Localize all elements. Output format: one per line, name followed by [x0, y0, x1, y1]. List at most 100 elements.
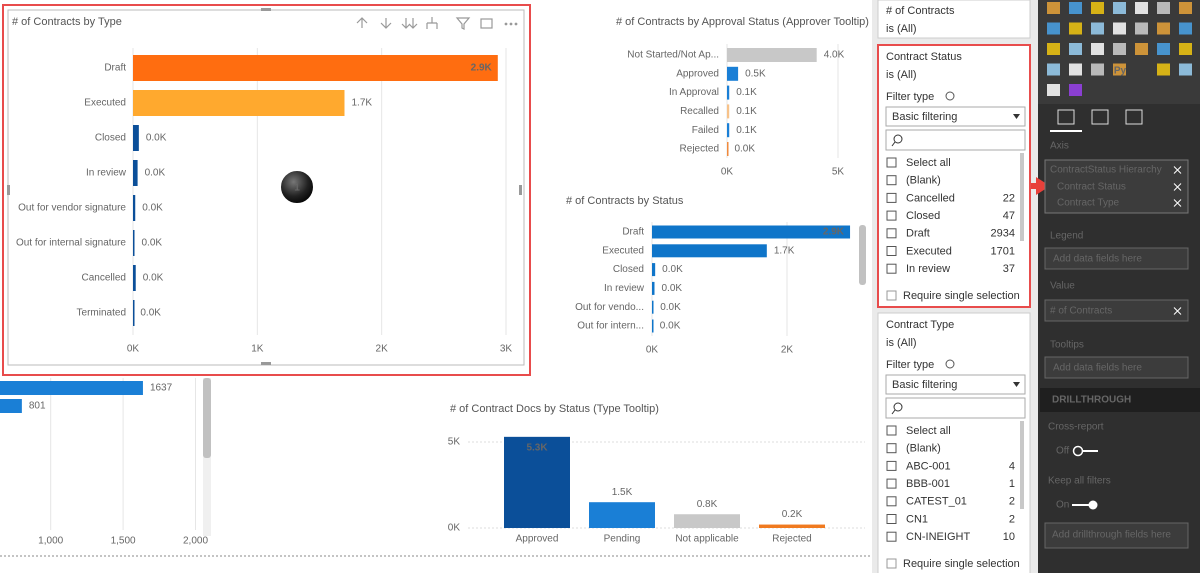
visual-icon[interactable] — [1113, 63, 1126, 76]
filter-card[interactable] — [877, 0, 1031, 39]
pane-tab[interactable] — [1125, 109, 1143, 125]
filter-item[interactable]: CATEST_01 — [906, 496, 967, 508]
filter-item[interactable]: Executed — [906, 245, 952, 257]
checkbox[interactable] — [886, 228, 897, 239]
visual-icon[interactable] — [1069, 43, 1082, 55]
bar[interactable] — [652, 281, 655, 295]
visual-icon[interactable] — [1069, 2, 1082, 14]
field-well[interactable] — [1044, 159, 1189, 214]
visual-icon[interactable] — [1157, 63, 1170, 76]
visual-icon[interactable] — [1047, 43, 1060, 55]
bar[interactable] — [727, 123, 730, 138]
remove-icon[interactable] — [1173, 166, 1182, 174]
visual-icon[interactable] — [1091, 22, 1104, 35]
filter-card[interactable] — [877, 44, 1031, 308]
checkbox[interactable] — [886, 558, 897, 569]
visual-icon[interactable] — [1179, 43, 1192, 55]
checkbox[interactable] — [886, 157, 897, 168]
visual-icon[interactable] — [1091, 2, 1104, 14]
filter-item[interactable]: (Blank) — [906, 175, 941, 187]
filter-type-dropdown[interactable] — [885, 374, 1026, 395]
visual-icon[interactable] — [1179, 22, 1192, 35]
bar[interactable] — [133, 300, 135, 326]
pane-tab[interactable] — [1057, 109, 1075, 125]
filter-item[interactable]: Draft — [906, 228, 930, 240]
bar[interactable] — [727, 104, 730, 119]
bar[interactable] — [133, 230, 135, 256]
visual-icon[interactable] — [1091, 43, 1104, 55]
visual-icon[interactable] — [1179, 63, 1192, 76]
bar[interactable] — [133, 90, 345, 116]
bar[interactable] — [652, 244, 767, 258]
visual-icon-text[interactable]: Py — [1114, 66, 1127, 77]
bar[interactable] — [652, 263, 656, 277]
remove-icon[interactable] — [1173, 199, 1182, 207]
bar[interactable] — [652, 300, 654, 314]
visual-icon[interactable] — [1047, 22, 1060, 35]
filter-item[interactable]: Closed — [906, 210, 940, 222]
bar[interactable] — [652, 319, 654, 333]
filter-item[interactable]: ABC-001 — [906, 460, 951, 472]
visual-icon[interactable] — [1157, 43, 1170, 55]
scrollbar-thumb[interactable] — [859, 225, 866, 285]
visual-icon[interactable] — [1135, 22, 1148, 35]
filter-item[interactable]: Select all — [906, 157, 951, 169]
visual-icon[interactable] — [1047, 2, 1060, 14]
visual-icon[interactable] — [1179, 2, 1192, 14]
bar[interactable] — [133, 265, 136, 291]
bar[interactable] — [504, 436, 570, 528]
visual-icon[interactable] — [1069, 22, 1082, 35]
field-well[interactable] — [1044, 299, 1189, 322]
visual-icon[interactable] — [1113, 2, 1126, 14]
bar[interactable] — [589, 502, 655, 528]
checkbox[interactable] — [886, 246, 897, 256]
visual-icon[interactable] — [1113, 22, 1126, 35]
checkbox[interactable] — [886, 290, 897, 301]
checkbox[interactable] — [886, 263, 897, 274]
bar[interactable] — [727, 85, 730, 100]
bar[interactable] — [727, 48, 817, 62]
bar[interactable] — [727, 142, 729, 156]
search-box[interactable] — [885, 397, 1026, 419]
checkbox[interactable] — [886, 460, 897, 471]
visual-header-icons[interactable] — [356, 17, 518, 30]
checkbox[interactable] — [886, 496, 897, 507]
selected-visual-border[interactable] — [2, 4, 531, 376]
visual-icon[interactable] — [1157, 22, 1170, 35]
checkbox[interactable] — [886, 210, 897, 221]
checkbox[interactable] — [886, 514, 897, 524]
visual-icon[interactable] — [1069, 63, 1082, 76]
filter-type-dropdown[interactable] — [885, 106, 1026, 127]
filter-item[interactable]: In review — [906, 263, 950, 275]
search-box[interactable] — [885, 129, 1026, 151]
field-well[interactable] — [1044, 522, 1189, 549]
bar[interactable] — [759, 524, 825, 528]
axis-field[interactable]: Contract Type — [1057, 198, 1120, 209]
scrollbar-thumb[interactable] — [203, 378, 211, 458]
bar[interactable] — [674, 514, 740, 528]
field-well[interactable] — [1044, 356, 1189, 379]
filter-item[interactable]: BBB-001 — [906, 478, 950, 490]
axis-field[interactable]: ContractStatus Hierarchy — [1050, 165, 1162, 176]
bar[interactable] — [652, 225, 851, 239]
checkbox[interactable] — [886, 425, 897, 436]
filter-item[interactable]: (Blank) — [906, 443, 941, 455]
visual-icon[interactable] — [1091, 63, 1104, 76]
checkbox[interactable] — [886, 175, 897, 186]
bar[interactable] — [133, 160, 138, 186]
visual-icon[interactable] — [1157, 2, 1170, 14]
bar[interactable] — [0, 381, 143, 395]
visual-icon[interactable] — [1069, 84, 1082, 96]
toggle-knob[interactable] — [1088, 500, 1098, 510]
toggle-knob[interactable] — [1072, 445, 1084, 457]
visual-icon[interactable] — [1047, 84, 1060, 96]
axis-field[interactable]: Contract Status — [1057, 182, 1126, 193]
checkbox[interactable] — [886, 531, 897, 542]
visual-icon[interactable] — [1135, 2, 1148, 14]
bar[interactable] — [133, 195, 136, 221]
field-well[interactable] — [1044, 247, 1189, 270]
remove-icon[interactable] — [1173, 183, 1182, 191]
bar[interactable] — [727, 66, 739, 81]
filter-card[interactable] — [877, 312, 1031, 573]
filter-item[interactable]: Cancelled — [906, 192, 955, 204]
